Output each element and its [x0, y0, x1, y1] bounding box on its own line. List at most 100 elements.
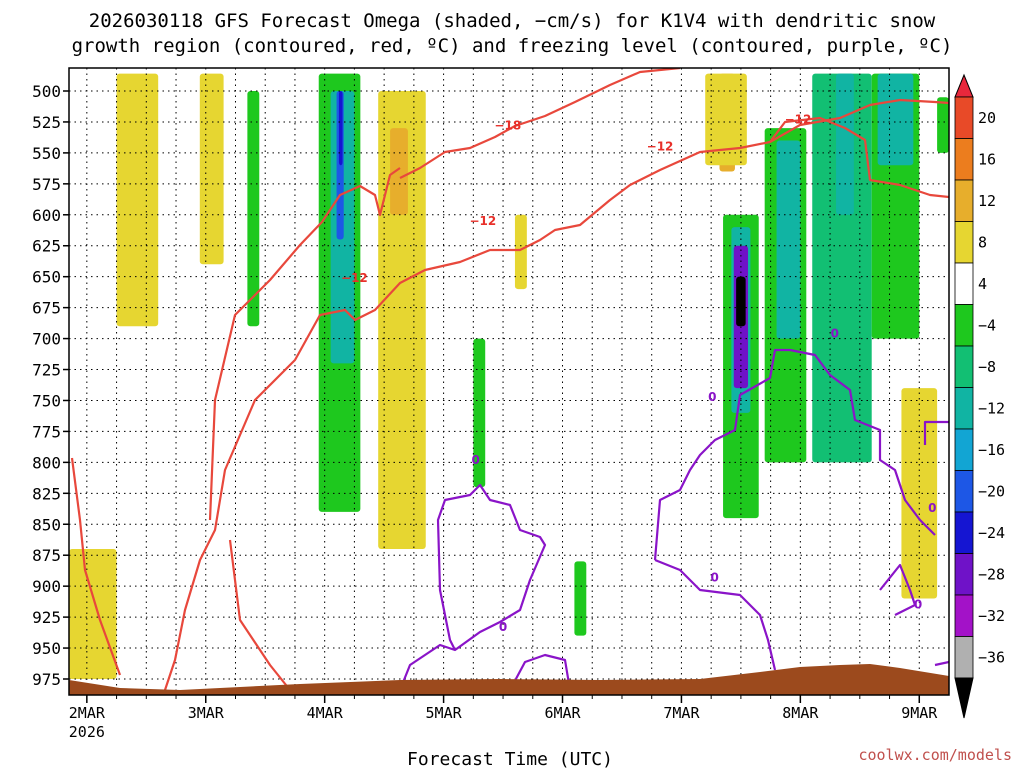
y-tick-label: 775	[32, 422, 61, 441]
y-tick-label: 525	[32, 113, 61, 132]
freezing-contour-9mar-b	[879, 563, 917, 616]
colorbar-bin	[954, 636, 974, 679]
colorbar-arrow-bottom	[954, 677, 974, 719]
y-tick-label: 950	[32, 639, 61, 658]
omega-region-yellow-band-2mar	[116, 73, 159, 327]
freezing-contour-label: 0	[499, 620, 507, 634]
freezing-contour-label: 0	[914, 598, 922, 612]
y-tick-label: 650	[32, 268, 61, 287]
y-tick-label: 675	[32, 299, 61, 318]
chart-title-line1: 2026030118 GFS Forecast Omega (shaded, −…	[89, 10, 936, 32]
dgz-contour-label: −12	[785, 112, 812, 126]
y-tick-label: 975	[32, 670, 61, 689]
dgz-contour-lower	[163, 116, 949, 691]
omega-region-green-5mar	[473, 338, 486, 488]
dgz-contour-rhs	[769, 98, 949, 143]
colorbar-tick-label: −28	[978, 566, 1005, 584]
omega-region-black-7mar	[736, 276, 746, 327]
omega-region-cyan-8mar-b	[836, 73, 854, 215]
freezing-contour-9mar	[923, 420, 949, 445]
y-tick-label: 625	[32, 237, 61, 256]
freezing-contour-label: 0	[472, 453, 480, 467]
colorbar-bin	[954, 138, 974, 181]
x-tick-label: 7MAR	[663, 704, 700, 722]
omega-region-purple-4mar	[338, 91, 343, 166]
colorbar-bin	[954, 179, 974, 222]
freezing-contour-label: 0	[708, 390, 716, 404]
y-tick-label: 550	[32, 144, 61, 163]
omega-region-cyan-9mar	[877, 73, 914, 166]
y-tick-label: 900	[32, 577, 61, 596]
y-axis: 500 525 550 575 600 625 650 675 700 725 750 775 800 8…	[32, 82, 69, 689]
y-tick-label: 700	[32, 330, 61, 349]
colorbar-bin	[954, 221, 974, 264]
freezing-contour-label: 0	[928, 501, 936, 515]
colorbar-bin	[954, 96, 974, 139]
y-tick-label: 725	[32, 361, 61, 380]
freezing-contour-9mar-c	[934, 660, 949, 667]
freezing-contour-7mar	[653, 348, 936, 561]
dgz-contour-label: −12	[647, 140, 674, 154]
colorbar-tick-label: −8	[978, 358, 996, 376]
colorbar-bin	[954, 345, 974, 388]
dgz-contour-upper	[399, 68, 681, 179]
y-tick-label: 575	[32, 175, 61, 194]
colorbar-tick-label: −36	[978, 649, 1005, 667]
colorbar-tick-label: −4	[978, 317, 996, 335]
omega-region-orange-4mar	[390, 128, 408, 215]
omega-shading	[69, 73, 949, 679]
colorbar-bin	[954, 553, 974, 596]
x-axis-label: Forecast Time (UTC)	[407, 749, 613, 768]
omega-region-yellow-5mar	[514, 214, 527, 290]
dgz-contour-low	[228, 539, 291, 691]
y-tick-label: 800	[32, 453, 61, 472]
omega-region-green-8mar-b	[812, 73, 872, 463]
colorbar-tick-label: 20	[978, 109, 996, 127]
contour-labels: −18 −12 −12 −12 −12 0 0 0 0 0 0 0	[341, 112, 937, 634]
colorbar-tick-label: −16	[978, 441, 1005, 459]
x-tick-label: 6MAR	[544, 704, 581, 722]
omega-region-cyan-8mar	[776, 140, 801, 339]
plot-frame	[68, 67, 950, 696]
colorbar-tick-label: 4	[978, 275, 987, 293]
x-tick-label: 5MAR	[426, 704, 463, 722]
colorbar-arrow-top	[954, 73, 974, 98]
colorbar-bin	[954, 428, 974, 471]
freezing-contours	[398, 348, 949, 691]
colorbar-bin	[954, 387, 974, 430]
x-tick-label: 3MAR	[188, 704, 225, 722]
freezing-contour-5mar	[398, 483, 547, 691]
colorbar-bin	[954, 304, 974, 347]
y-tick-label: 500	[32, 82, 61, 101]
colorbar: 20 16 12 8 4 −4 −8 −12 −16 −20 −24 −28 −32 −36	[954, 73, 1005, 719]
colorbar-tick-label: 16	[978, 151, 996, 169]
omega-region-yellow-9mar	[901, 388, 938, 599]
y-tick-label: 750	[32, 391, 61, 410]
colorbar-tick-label: −12	[978, 400, 1005, 418]
x-tick-label: 2MAR	[69, 704, 106, 722]
freezing-contour-label: 0	[711, 570, 719, 584]
y-tick-label: 875	[32, 546, 61, 565]
y-tick-label: 925	[32, 608, 61, 627]
colorbar-tick-label: 8	[978, 234, 987, 252]
omega-region-green-3mar	[247, 91, 260, 327]
colorbar-bin	[954, 511, 974, 554]
dgz-contour-lowleft	[70, 457, 122, 676]
dgz-contour-label: −12	[341, 271, 368, 285]
colorbar-bin	[954, 594, 974, 637]
y-tick-label: 850	[32, 515, 61, 534]
omega-region-yellow-7mar	[705, 73, 747, 166]
dgz-contours	[70, 68, 949, 691]
colorbar-bin	[954, 262, 974, 305]
freezing-contour-label: 0	[831, 327, 839, 341]
colorbar-tick-label: −24	[978, 524, 1005, 542]
chart-title-line2: growth region (contoured, red, ºC) and f…	[72, 35, 953, 57]
colorbar-tick-label: −32	[978, 607, 1005, 625]
colorbar-tick-label: 12	[978, 192, 996, 210]
y-tick-label: 600	[32, 206, 61, 225]
freezing-contour-6mar	[509, 653, 572, 691]
x-tick-sublabel: 2026	[69, 723, 105, 741]
dgz-contour-label: −18	[494, 119, 521, 133]
